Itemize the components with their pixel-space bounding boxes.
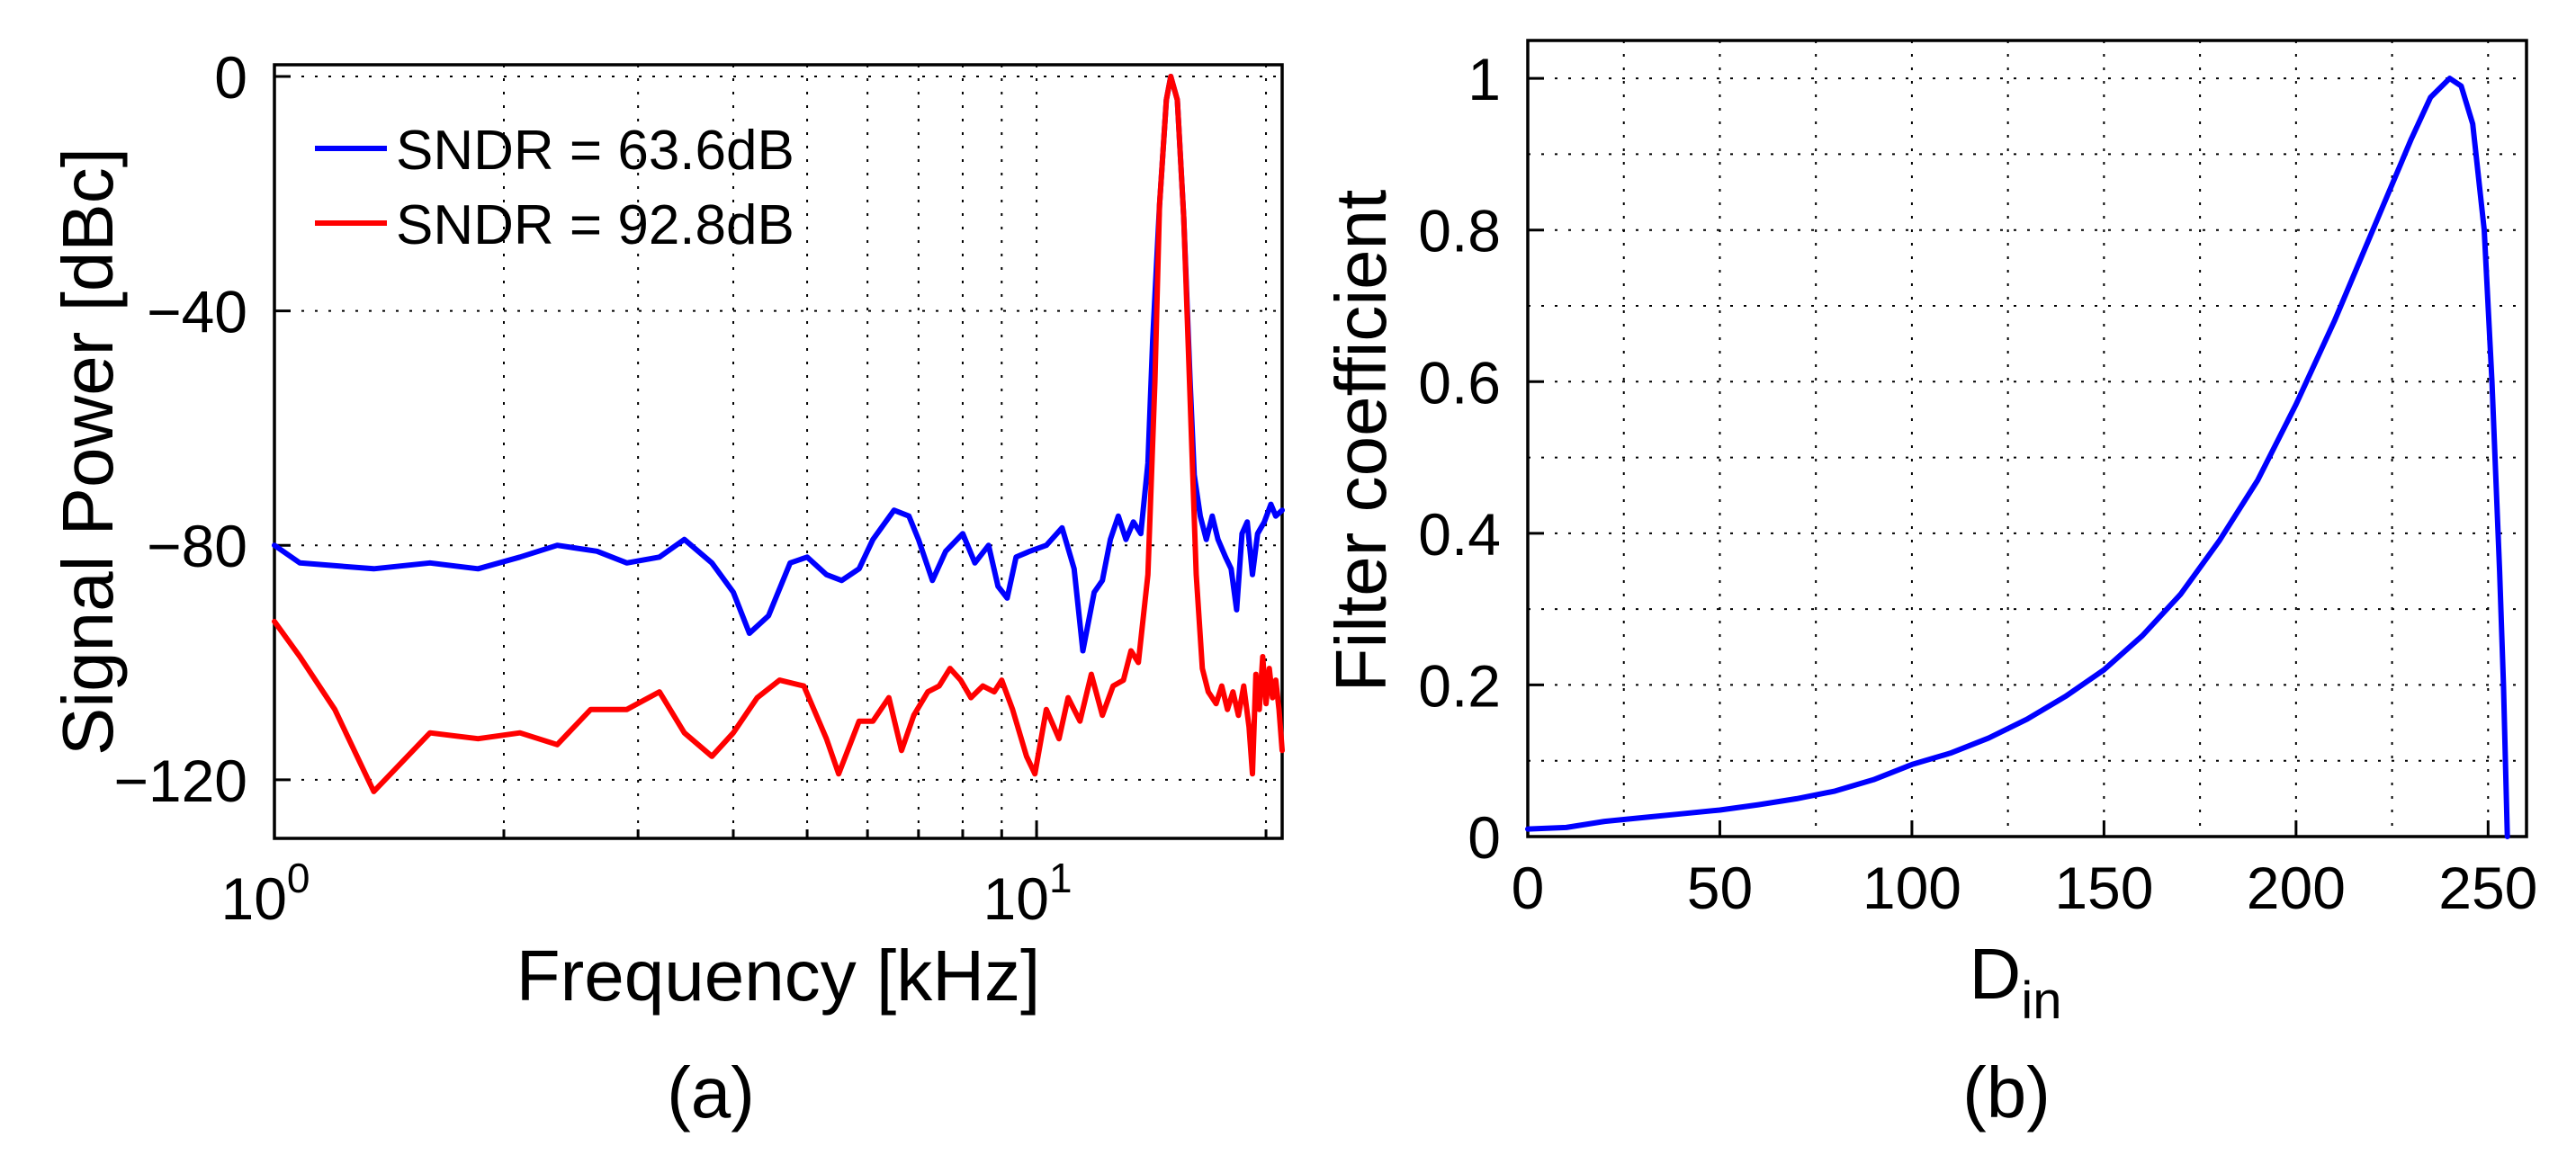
panel-a-ytick-label: −80 xyxy=(147,513,247,579)
panel-a-xlabel: Frequency [kHz] xyxy=(516,936,1040,1016)
panel-b-ytick-label: 0.8 xyxy=(1418,198,1501,264)
panel-a-ytick-label: −40 xyxy=(147,279,247,345)
panel-a-ylabel: Signal Power [dBc] xyxy=(48,148,128,756)
panel-b-xlabel-sub: in xyxy=(2021,972,2061,1030)
panel-b-ytick-label: 0.6 xyxy=(1418,349,1501,416)
panel-b-xlabel: Din xyxy=(1970,934,2062,1030)
panel-b-series xyxy=(1525,76,2510,839)
legend-label-sndr-63: SNDR = 63.6dB xyxy=(396,120,794,182)
series-line-filter-coefficient xyxy=(1525,76,2510,839)
panel-b: 0 50 100 150 200 250 0 0.2 0.4 0.6 0.8 1 Din Filter… xyxy=(1321,39,2537,1133)
panel-a-xtick-label: 101 xyxy=(983,855,1073,932)
panel-a-ytick-label: 0 xyxy=(214,44,247,111)
panel-b-xtick-label: 100 xyxy=(1862,855,1961,921)
panel-a-ticks: 0 −40 −80 −120 100 101 xyxy=(113,44,1268,932)
panel-b-xtick-label: 50 xyxy=(1687,855,1753,921)
panel-b-xtick-label: 150 xyxy=(2054,855,2153,921)
panel-b-xtick-label: 200 xyxy=(2247,855,2346,921)
panel-b-ytick-label: 0.4 xyxy=(1418,501,1501,568)
panel-b-ylabel: Filter coefficient xyxy=(1321,190,1401,693)
panel-a-ytick-label: −120 xyxy=(113,748,247,814)
legend-label-sndr-92: SNDR = 92.8dB xyxy=(396,194,794,256)
panel-a: 0 −40 −80 −120 100 101 SNDR = 63.6dB SNDR = 9… xyxy=(48,44,1285,1133)
panel-b-xlabel-main: D xyxy=(1970,934,2022,1014)
panel-b-xtick-label: 0 xyxy=(1512,855,1545,921)
panel-a-axes-box xyxy=(273,63,1284,840)
panel-a-caption: (a) xyxy=(667,1052,755,1133)
panel-a-legend: SNDR = 63.6dB SNDR = 92.8dB xyxy=(315,120,794,256)
panel-a-xtick-label: 100 xyxy=(220,855,310,932)
panel-b-axes-box xyxy=(1526,39,2528,838)
series-line-sndr-92-8db xyxy=(272,74,1285,794)
panel-b-caption: (b) xyxy=(1962,1052,2051,1133)
panel-b-ticks: 0 50 100 150 200 250 0 0.2 0.4 0.6 0.8 1 xyxy=(1418,46,2537,921)
panel-b-xtick-label: 250 xyxy=(2438,855,2537,921)
panel-a-series xyxy=(272,74,1285,794)
panel-b-ytick-label: 0 xyxy=(1468,804,1501,871)
panel-b-ytick-label: 0.2 xyxy=(1418,652,1501,719)
panel-b-grid xyxy=(1528,40,2527,837)
panel-b-ytick-label: 1 xyxy=(1468,46,1501,112)
series-line-sndr-63-6db xyxy=(272,74,1285,654)
